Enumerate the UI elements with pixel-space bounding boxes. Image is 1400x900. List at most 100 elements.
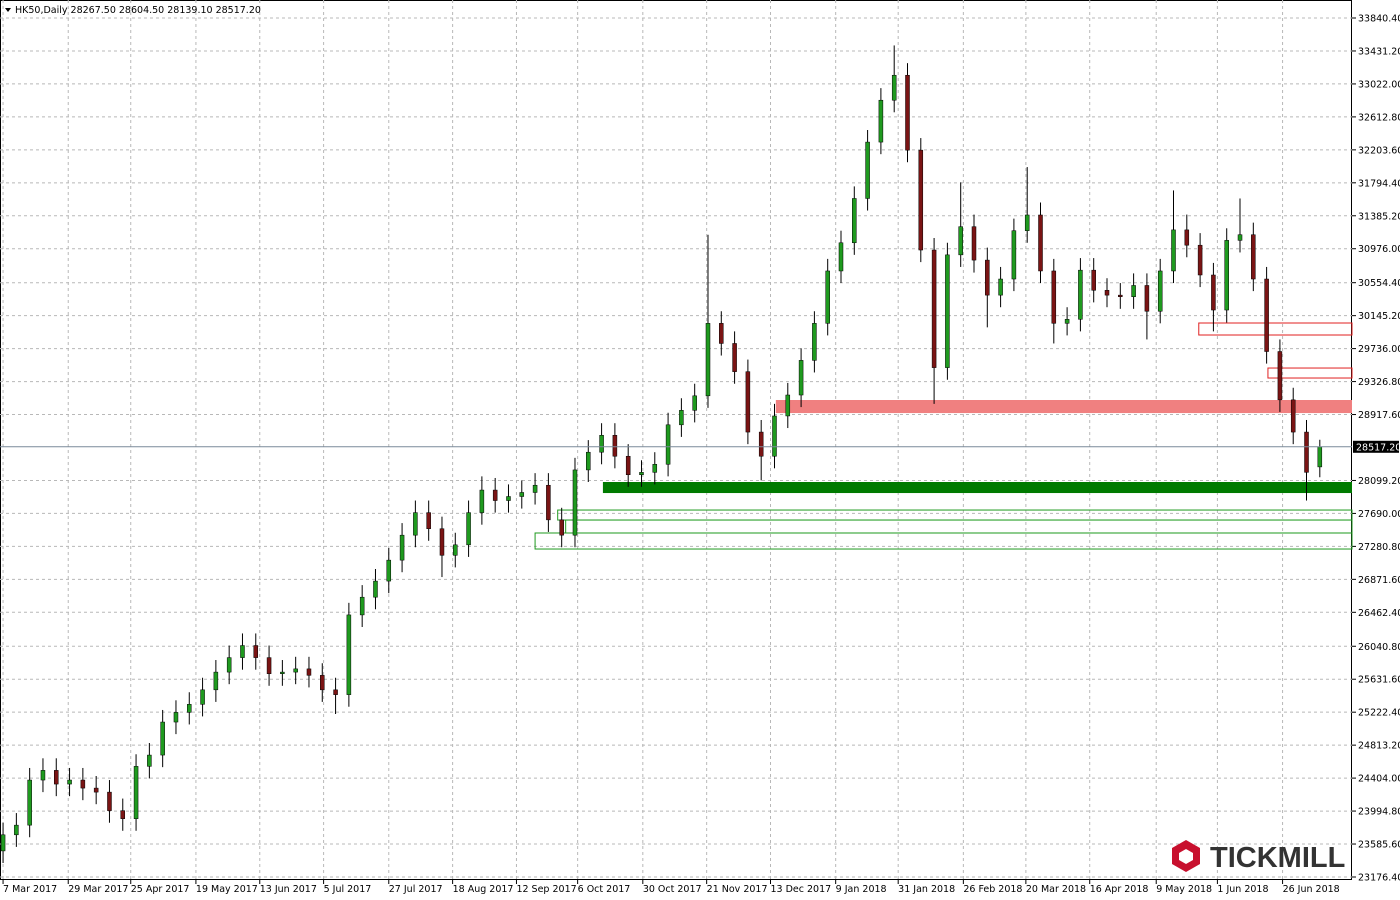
y-tick-label: 31794.40 bbox=[1358, 178, 1400, 189]
logo-icon-inner bbox=[1179, 849, 1193, 864]
candle-body bbox=[0, 834, 6, 852]
plot-frame bbox=[0, 0, 1352, 880]
header-marker bbox=[5, 8, 11, 12]
candle-body bbox=[359, 596, 365, 616]
candle-body bbox=[27, 779, 32, 826]
candle-body bbox=[107, 791, 112, 811]
y-tick-label: 24404.00 bbox=[1358, 774, 1400, 785]
candle-body bbox=[1251, 234, 1256, 280]
candle-body bbox=[1091, 269, 1096, 291]
candle-body bbox=[306, 668, 312, 676]
y-tick-label: 23176.40 bbox=[1358, 872, 1400, 883]
candle-body bbox=[120, 810, 126, 819]
candle-body bbox=[599, 435, 604, 453]
candle-body bbox=[1277, 351, 1283, 401]
candle-body bbox=[719, 323, 724, 344]
candle-body bbox=[293, 668, 298, 673]
candle-body bbox=[838, 242, 844, 272]
candle-body bbox=[705, 323, 711, 397]
candle-body bbox=[1264, 278, 1269, 352]
x-tick-label: 7 Mar 2017 bbox=[3, 884, 57, 895]
candle-body bbox=[546, 484, 551, 521]
candle-body bbox=[745, 371, 751, 433]
y-tick-label: 30145.20 bbox=[1358, 311, 1400, 322]
x-tick-label: 30 Oct 2017 bbox=[643, 884, 702, 895]
y-tick-label: 23994.80 bbox=[1358, 807, 1400, 818]
candle-body bbox=[785, 394, 791, 417]
candle-body bbox=[386, 559, 392, 582]
candle-body bbox=[1290, 399, 1296, 433]
candle-body bbox=[333, 689, 338, 695]
x-tick-label: 9 May 2018 bbox=[1156, 884, 1212, 895]
candle-body bbox=[905, 74, 910, 151]
candle-body bbox=[200, 689, 205, 705]
candle-body bbox=[1118, 294, 1123, 297]
candle-body bbox=[213, 671, 219, 691]
candle-body bbox=[40, 770, 46, 781]
candle-body bbox=[346, 614, 352, 695]
candle-body bbox=[266, 657, 272, 674]
y-tick-label: 28099.20 bbox=[1358, 476, 1400, 487]
candle-body bbox=[1078, 269, 1083, 320]
x-tick-label: 1 Jun 2018 bbox=[1217, 884, 1268, 895]
zone bbox=[602, 482, 1352, 494]
candle-body bbox=[758, 431, 764, 457]
x-tick-label: 18 Aug 2017 bbox=[453, 884, 514, 895]
candle-body bbox=[1304, 431, 1309, 473]
candle-body bbox=[798, 360, 804, 396]
candle-body bbox=[1011, 230, 1017, 280]
candle-body bbox=[532, 484, 538, 493]
candle-body bbox=[160, 721, 165, 756]
y-tick-label: 33840.40 bbox=[1358, 14, 1400, 25]
x-tick-label: 9 Jan 2018 bbox=[836, 884, 887, 895]
logo: TICKMILL bbox=[1172, 840, 1345, 874]
candle-body bbox=[1038, 214, 1043, 272]
candle-body bbox=[1184, 229, 1190, 246]
candle-body bbox=[240, 645, 245, 658]
y-tick-label: 32612.80 bbox=[1358, 112, 1400, 123]
candle-body bbox=[998, 278, 1003, 296]
candle-body bbox=[1317, 446, 1323, 468]
candle-body bbox=[1064, 319, 1070, 324]
x-tick-label: 20 Mar 2018 bbox=[1026, 884, 1086, 895]
candle-body bbox=[1024, 214, 1030, 231]
zone bbox=[1267, 367, 1353, 379]
y-tick-label: 26871.60 bbox=[1358, 575, 1400, 586]
candle-body bbox=[519, 492, 525, 497]
candle-body bbox=[426, 512, 431, 529]
x-tick-label: 31 Jan 2018 bbox=[898, 884, 955, 895]
candle-body bbox=[67, 779, 72, 785]
candle-body bbox=[14, 824, 19, 836]
candle-body bbox=[572, 469, 578, 536]
candle-body bbox=[639, 472, 644, 476]
candle-body bbox=[80, 779, 86, 789]
y-tick-label: 29326.80 bbox=[1358, 377, 1400, 388]
x-tick-label: 27 Jul 2017 bbox=[389, 884, 443, 895]
candle-body bbox=[492, 489, 498, 501]
candle-body bbox=[679, 410, 684, 426]
candle-body bbox=[985, 259, 990, 296]
x-tick-label: 19 May 2017 bbox=[196, 884, 258, 895]
y-tick-label: 25222.40 bbox=[1358, 708, 1400, 719]
candle-body bbox=[253, 645, 259, 658]
candle-body bbox=[612, 435, 618, 457]
last-price-label: 28517.20 bbox=[1356, 442, 1400, 453]
candle-body bbox=[665, 424, 671, 465]
candle-body bbox=[1131, 285, 1136, 297]
candle-body bbox=[559, 519, 564, 536]
candle-body bbox=[945, 254, 950, 368]
candle-body bbox=[852, 198, 857, 244]
candle-body bbox=[413, 512, 418, 536]
candle-body bbox=[280, 671, 285, 674]
candle-body bbox=[1104, 290, 1110, 296]
y-tick-label: 30554.40 bbox=[1358, 278, 1400, 289]
candle-body bbox=[918, 149, 924, 251]
x-tick-label: 26 Jun 2018 bbox=[1283, 884, 1340, 895]
y-tick-label: 26040.80 bbox=[1358, 642, 1400, 653]
zone bbox=[1198, 322, 1353, 336]
y-tick-label: 33431.20 bbox=[1358, 46, 1400, 57]
y-tick-label: 26462.40 bbox=[1358, 608, 1400, 619]
y-tick-label: 24813.20 bbox=[1358, 741, 1400, 752]
candle-body bbox=[173, 712, 179, 723]
